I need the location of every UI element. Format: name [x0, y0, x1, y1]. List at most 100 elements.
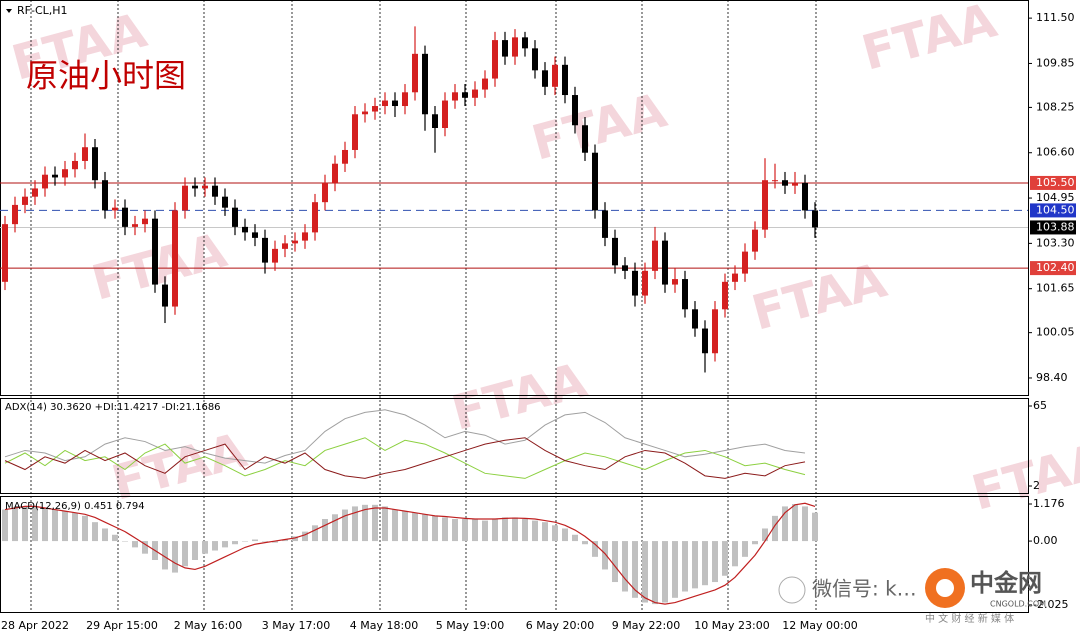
candle-body	[702, 328, 708, 354]
macd-bar	[92, 522, 98, 542]
candle-body	[92, 147, 98, 181]
candle-body	[192, 185, 198, 189]
candle-body	[372, 106, 378, 112]
macd-bar	[742, 541, 748, 557]
candle-body	[52, 174, 58, 178]
candle-body	[82, 147, 88, 161]
macd-bar	[342, 509, 348, 542]
logo: 微信号: k… 中金网 CNGOLD.COM 中 文 财 经 新 媒 体	[778, 568, 1046, 625]
macd-bar	[22, 506, 28, 542]
macd-bar	[292, 536, 298, 542]
candle-body	[662, 240, 668, 285]
candle-body	[582, 125, 588, 153]
level-tag	[1030, 220, 1076, 235]
wechat-id: 微信号: k…	[812, 577, 917, 601]
macd-bar	[132, 541, 138, 548]
candle-body	[452, 92, 458, 101]
candle-body	[2, 224, 8, 282]
macd-signal	[4, 502, 816, 605]
macd-bar	[112, 534, 118, 542]
candle-body	[352, 114, 358, 150]
candle-body	[272, 248, 278, 263]
y-tick-label: 65	[1033, 399, 1047, 412]
macd-bar	[792, 504, 798, 542]
candle-body	[152, 218, 158, 285]
x-tick-label: 5 May 19:00	[436, 619, 504, 632]
candle-body	[362, 111, 368, 115]
candle-body	[622, 265, 628, 271]
level-label: 104.50	[1036, 203, 1075, 216]
brand: 中金网	[970, 569, 1042, 597]
y-tick-label: 2	[1033, 479, 1040, 492]
candle-body	[522, 37, 528, 49]
y-tick-label: 101.65	[1036, 282, 1075, 295]
level-label: 105.50	[1036, 176, 1075, 189]
candle-body	[182, 185, 188, 211]
candle-body	[532, 48, 538, 71]
candle-body	[122, 207, 128, 227]
candle-body	[342, 149, 348, 164]
macd-bar	[682, 541, 688, 592]
candle-body	[432, 114, 438, 129]
candle-body	[42, 174, 48, 189]
y-tick-label: 106.60	[1036, 146, 1075, 159]
macd-bar	[552, 525, 558, 542]
candle-body	[492, 40, 498, 79]
candle-body	[382, 100, 388, 107]
candle-body	[512, 37, 518, 57]
macd-bar	[62, 511, 68, 542]
x-tick-label: 4 May 18:00	[350, 619, 418, 632]
x-tick-label: 9 May 22:00	[612, 619, 680, 632]
y-tick-label: -2.025	[1033, 598, 1068, 611]
candle-body	[412, 53, 418, 93]
adx-panel	[0, 398, 1029, 494]
macd-bar	[302, 531, 308, 542]
macd-bar	[372, 504, 378, 542]
candle-body	[32, 188, 38, 197]
candle-body	[202, 185, 208, 189]
macd-bar	[432, 515, 438, 542]
slogan: 中 文 财 经 新 媒 体	[925, 612, 1014, 625]
macd-label: MACD(12,26,9) 0.451 0.794	[5, 501, 145, 512]
candle-body	[692, 309, 698, 329]
symbol: RF-CL,H1	[17, 4, 68, 17]
candle-body	[472, 89, 478, 98]
macd-bar	[392, 509, 398, 542]
candle-body	[712, 309, 718, 354]
chart-title: 原油小时图	[26, 57, 186, 95]
candle-body	[162, 284, 168, 307]
menu-arrow	[6, 9, 12, 13]
macd-bar	[402, 511, 408, 542]
macd-bar	[672, 541, 678, 598]
candle-body	[242, 226, 248, 233]
macd-bar	[622, 541, 628, 592]
macd-bar	[712, 541, 718, 583]
site: CNGOLD.COM	[990, 600, 1046, 609]
macd-bar	[262, 541, 268, 542]
adx-line	[4, 409, 806, 464]
candle-body	[112, 207, 118, 211]
level-tag	[1030, 175, 1076, 190]
candle-body	[442, 100, 448, 129]
x-tick-label: 28 Apr 2022	[1, 619, 69, 632]
macd-bar	[762, 528, 768, 542]
macd-bar	[532, 520, 538, 542]
candle-body	[322, 182, 328, 203]
y-tick-label: 104.95	[1036, 191, 1075, 204]
y-tick-label: 108.25	[1036, 100, 1075, 113]
candle-body	[812, 210, 818, 228]
macd-bar	[462, 519, 468, 542]
macd-bar	[452, 519, 458, 542]
candle-body	[62, 169, 68, 178]
y-tick-label: 109.85	[1036, 56, 1075, 69]
macd-bar	[182, 541, 188, 567]
wechat-icon	[778, 576, 806, 604]
macd-bar	[472, 519, 478, 542]
candle-body	[222, 196, 228, 208]
macd-bar	[542, 522, 548, 542]
macd-bar	[252, 539, 258, 542]
candle-body	[302, 232, 308, 241]
candle-body	[72, 160, 78, 170]
macd-bar	[442, 517, 448, 542]
candle-body	[782, 180, 788, 186]
